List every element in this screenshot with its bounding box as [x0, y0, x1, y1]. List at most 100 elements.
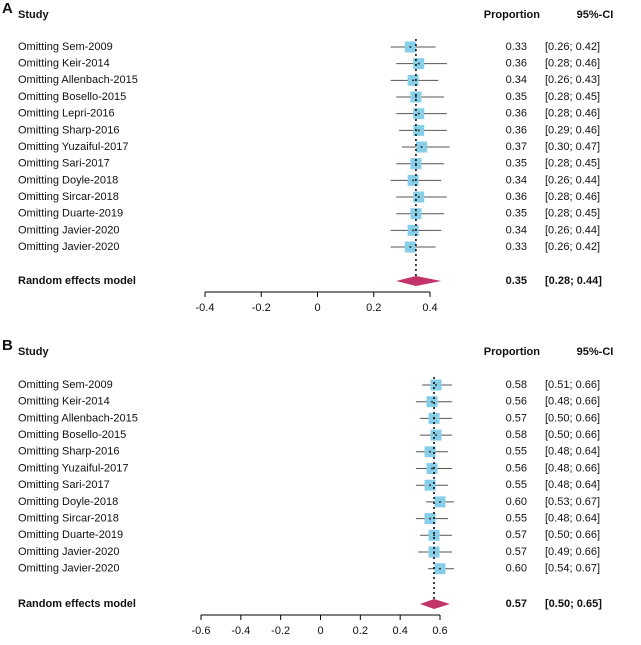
summary-diamond	[396, 276, 442, 286]
value-label: 0.35	[506, 158, 527, 170]
ci-label: [0.50; 0.66]	[545, 529, 600, 541]
x-tick-label: 0	[314, 302, 320, 314]
ci-label: [0.28; 0.46]	[545, 108, 600, 120]
ci-label: [0.28; 0.45]	[545, 91, 600, 103]
study-label: Omitting Sem-2009	[18, 41, 113, 53]
x-tick-label: 0.2	[353, 625, 368, 637]
estimate-dot	[431, 467, 434, 470]
study-label: Omitting Javier-2020	[18, 546, 120, 558]
value-label: 0.57	[506, 546, 527, 558]
value-label: 0.60	[506, 563, 527, 575]
study-label: Omitting Allenbach-2015	[18, 412, 138, 424]
x-tick-label: 0.6	[432, 625, 447, 637]
summary-value: 0.35	[506, 275, 527, 287]
x-tick-label: 0	[317, 625, 323, 637]
value-header: Proportion	[484, 9, 540, 21]
estimate-dot	[429, 517, 432, 520]
ci-label: [0.26; 0.42]	[545, 41, 600, 53]
study-label: Omitting Keir-2014	[18, 58, 110, 70]
value-label: 0.34	[506, 224, 527, 236]
estimate-dot	[417, 62, 420, 65]
estimate-dot	[439, 500, 441, 503]
value-label: 0.34	[506, 74, 527, 86]
estimate-dot	[414, 96, 417, 99]
study-label: Omitting Bosello-2015	[18, 429, 126, 441]
value-label: 0.36	[506, 191, 527, 203]
x-tick-label: -0.6	[192, 625, 211, 637]
summary-diamond	[420, 599, 450, 609]
estimate-dot	[417, 112, 420, 115]
ci-label: [0.54; 0.67]	[545, 563, 600, 575]
study-label: Omitting Bosello-2015	[18, 91, 126, 103]
ci-header: 95%-CI	[577, 346, 614, 358]
estimate-dot	[435, 434, 438, 437]
ci-label: [0.26; 0.44]	[545, 174, 600, 186]
value-label: 0.56	[506, 462, 527, 474]
study-label: Omitting Sari-2017	[18, 158, 110, 170]
ci-label: [0.53; 0.67]	[545, 496, 600, 508]
ci-label: [0.48; 0.66]	[545, 462, 600, 474]
value-label: 0.36	[506, 108, 527, 120]
value-label: 0.57	[506, 412, 527, 424]
study-label: Omitting Sharp-2016	[18, 124, 120, 136]
summary-label: Random effects model	[18, 598, 136, 610]
study-header: Study	[18, 346, 49, 358]
estimate-dot	[409, 46, 412, 48]
x-tick-label: -0.4	[231, 625, 250, 637]
x-tick-label: 0.4	[393, 625, 408, 637]
study-label: Omitting Duarte-2019	[18, 529, 123, 541]
value-label: 0.34	[506, 174, 527, 186]
ci-label: [0.30; 0.47]	[545, 141, 600, 153]
value-label: 0.36	[506, 124, 527, 136]
ci-label: [0.48; 0.64]	[545, 513, 600, 525]
study-label: Omitting Sem-2009	[18, 379, 113, 391]
summary-ci: [0.50; 0.65]	[545, 598, 602, 610]
estimate-dot	[433, 534, 436, 537]
study-label: Omitting Javier-2020	[18, 241, 120, 253]
value-label: 0.36	[506, 58, 527, 70]
x-tick-label: 0.4	[422, 302, 437, 314]
x-tick-label: -0.4	[196, 302, 215, 314]
study-label: Omitting Javier-2020	[18, 224, 120, 236]
summary-value: 0.57	[506, 598, 527, 610]
value-label: 0.58	[506, 429, 527, 441]
estimate-dot	[412, 79, 415, 82]
estimate-dot	[417, 196, 420, 199]
ci-label: [0.50; 0.66]	[545, 429, 600, 441]
value-label: 0.57	[506, 529, 527, 541]
value-label: 0.58	[506, 379, 527, 391]
panel-label: A	[2, 0, 13, 17]
study-label: Omitting Allenbach-2015	[18, 74, 138, 86]
study-label: Omitting Yuzaiful-2017	[18, 462, 128, 474]
value-label: 0.33	[506, 241, 527, 253]
ci-label: [0.49; 0.66]	[545, 546, 600, 558]
ci-label: [0.26; 0.44]	[545, 224, 600, 236]
ci-label: [0.28; 0.46]	[545, 191, 600, 203]
estimate-dot	[412, 179, 415, 182]
estimate-dot	[409, 246, 412, 249]
x-tick-label: 0.2	[366, 302, 381, 314]
summary-label: Random effects model	[18, 275, 136, 287]
ci-label: [0.28; 0.45]	[545, 158, 600, 170]
ci-label: [0.48; 0.64]	[545, 446, 600, 458]
x-tick-label: -0.2	[252, 302, 271, 314]
estimate-dot	[439, 567, 441, 570]
value-label: 0.55	[506, 513, 527, 525]
summary-ci: [0.28; 0.44]	[545, 275, 602, 287]
study-label: Omitting Sari-2017	[18, 479, 110, 491]
estimate-dot	[417, 129, 420, 132]
value-label: 0.55	[506, 446, 527, 458]
value-label: 0.37	[506, 141, 527, 153]
study-label: Omitting Keir-2014	[18, 396, 110, 408]
estimate-dot	[429, 450, 432, 453]
ci-label: [0.26; 0.43]	[545, 74, 600, 86]
panel-label: B	[2, 337, 13, 354]
study-label: Omitting Duarte-2019	[18, 208, 123, 220]
study-label: Omitting Javier-2020	[18, 563, 120, 575]
ci-label: [0.28; 0.45]	[545, 208, 600, 220]
estimate-dot	[429, 484, 432, 487]
value-label: 0.56	[506, 396, 527, 408]
study-header: Study	[18, 9, 49, 21]
value-label: 0.35	[506, 91, 527, 103]
value-label: 0.33	[506, 41, 527, 53]
